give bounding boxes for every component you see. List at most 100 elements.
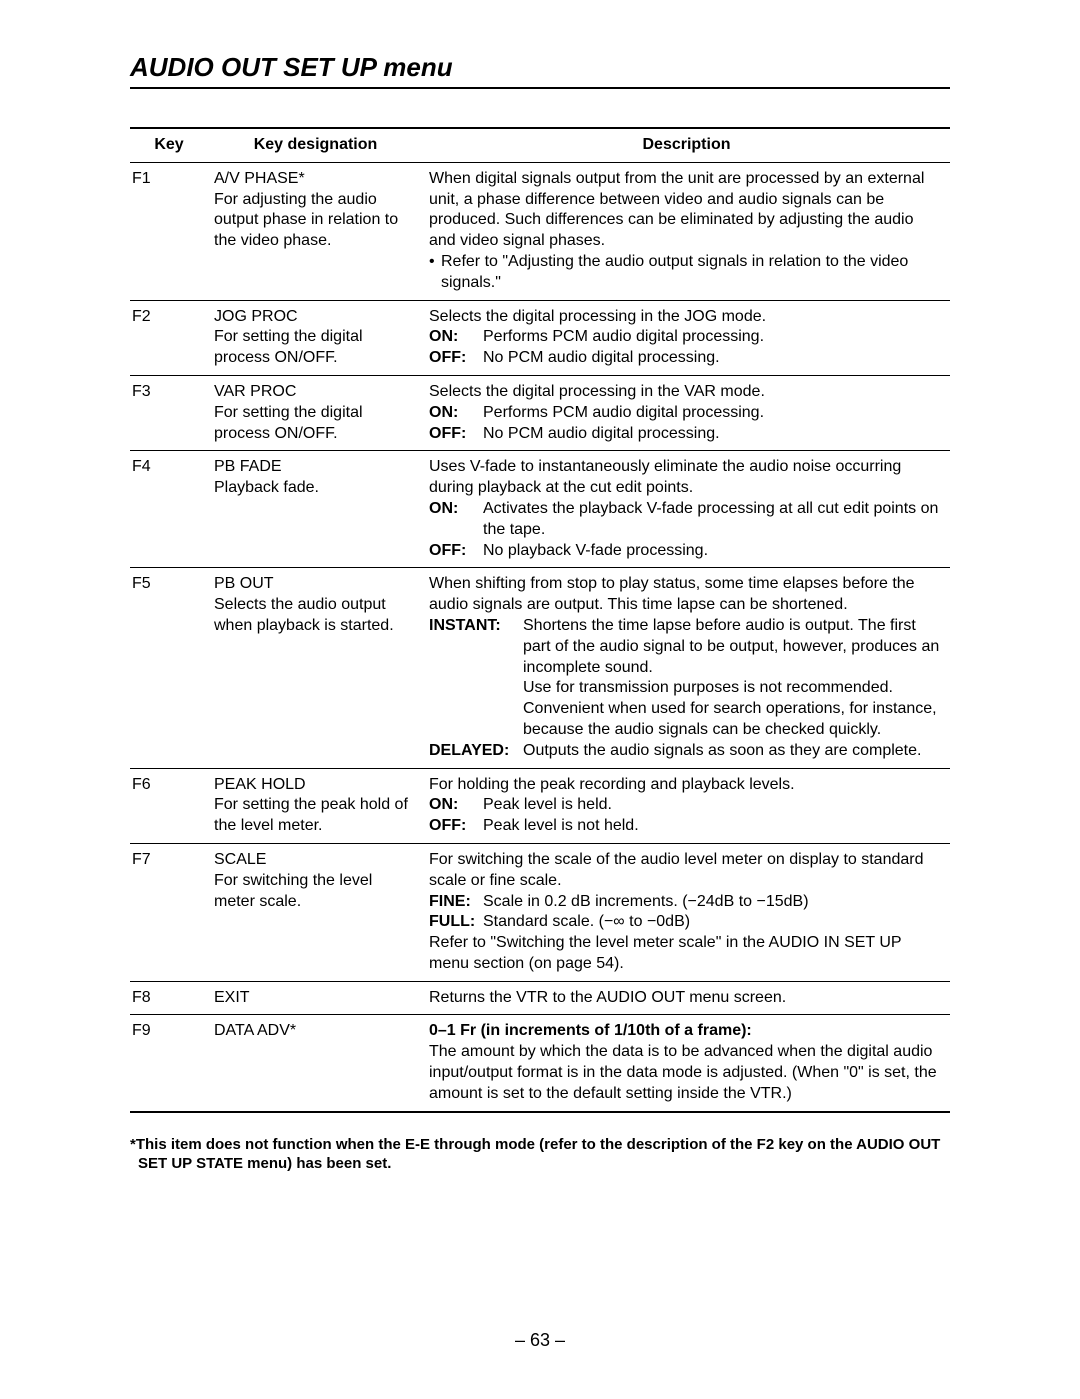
option-text: Peak level is not held. bbox=[483, 816, 944, 837]
designation-term: PB FADE bbox=[214, 457, 417, 478]
cell-description: Returns the VTR to the AUDIO OUT menu sc… bbox=[423, 981, 950, 1015]
table-row: F7SCALEFor switching the level meter sca… bbox=[130, 843, 950, 981]
designation-term: DATA ADV* bbox=[214, 1021, 417, 1042]
option-label: OFF: bbox=[429, 424, 483, 445]
option-text: No PCM audio digital processing. bbox=[483, 424, 944, 445]
page-title: AUDIO OUT SET UP menu bbox=[130, 52, 950, 83]
option-label: OFF: bbox=[429, 816, 483, 837]
cell-designation: PEAK HOLDFor setting the peak hold of th… bbox=[208, 768, 423, 843]
designation-sub: For setting the digital process ON/OFF. bbox=[214, 403, 417, 445]
header-key: Key bbox=[130, 128, 208, 162]
cell-description: Selects the digital processing in the VA… bbox=[423, 375, 950, 450]
description-option: OFF:No playback V-fade processing. bbox=[429, 541, 944, 562]
menu-table: Key Key designation Description F1A/V PH… bbox=[130, 127, 950, 1113]
option-text: Peak level is held. bbox=[483, 795, 944, 816]
option-label: DELAYED: bbox=[429, 741, 523, 762]
table-row: F1A/V PHASE*For adjusting the audio outp… bbox=[130, 162, 950, 300]
cell-description: When shifting from stop to play status, … bbox=[423, 568, 950, 768]
option-label: FINE: bbox=[429, 892, 483, 913]
cell-key: F3 bbox=[130, 375, 208, 450]
option-text: Performs PCM audio digital processing. bbox=[483, 327, 944, 348]
description-text: When digital signals output from the uni… bbox=[429, 169, 944, 252]
option-text: Standard scale. (−∞ to −0dB) bbox=[483, 912, 944, 933]
title-rule bbox=[130, 87, 950, 89]
table-header-row: Key Key designation Description bbox=[130, 128, 950, 162]
option-label: OFF: bbox=[429, 541, 483, 562]
description-text: Returns the VTR to the AUDIO OUT menu sc… bbox=[429, 988, 944, 1009]
designation-sub: Selects the audio output when playback i… bbox=[214, 595, 417, 637]
description-option: OFF:No PCM audio digital processing. bbox=[429, 424, 944, 445]
cell-description: Uses V-fade to instantaneously eliminate… bbox=[423, 451, 950, 568]
description-bullet: •Refer to "Adjusting the audio output si… bbox=[429, 252, 944, 294]
description-option: ON:Peak level is held. bbox=[429, 795, 944, 816]
table-row: F3VAR PROCFor setting the digital proces… bbox=[130, 375, 950, 450]
option-text: Performs PCM audio digital processing. bbox=[483, 403, 944, 424]
bullet-text: Refer to "Adjusting the audio output sig… bbox=[441, 252, 944, 294]
cell-designation: PB OUTSelects the audio output when play… bbox=[208, 568, 423, 768]
header-description: Description bbox=[423, 128, 950, 162]
cell-designation: VAR PROCFor setting the digital process … bbox=[208, 375, 423, 450]
description-text: For holding the peak recording and playb… bbox=[429, 775, 944, 796]
cell-description: For holding the peak recording and playb… bbox=[423, 768, 950, 843]
cell-designation: PB FADEPlayback fade. bbox=[208, 451, 423, 568]
cell-designation: JOG PROCFor setting the digital process … bbox=[208, 300, 423, 375]
cell-designation: DATA ADV* bbox=[208, 1015, 423, 1112]
designation-term: JOG PROC bbox=[214, 307, 417, 328]
designation-term: PB OUT bbox=[214, 574, 417, 595]
option-text: No playback V-fade processing. bbox=[483, 541, 944, 562]
description-text: For switching the scale of the audio lev… bbox=[429, 850, 944, 892]
designation-sub: For switching the level meter scale. bbox=[214, 871, 417, 913]
description-tail: Refer to "Switching the level meter scal… bbox=[429, 933, 944, 975]
cell-key: F4 bbox=[130, 451, 208, 568]
cell-description: 0–1 Fr (in increments of 1/10th of a fra… bbox=[423, 1015, 950, 1112]
description-option: INSTANT:Shortens the time lapse before a… bbox=[429, 616, 944, 741]
option-label: INSTANT: bbox=[429, 616, 523, 741]
cell-description: When digital signals output from the uni… bbox=[423, 162, 950, 300]
cell-key: F7 bbox=[130, 843, 208, 981]
description-text: Selects the digital processing in the JO… bbox=[429, 307, 944, 328]
cell-key: F9 bbox=[130, 1015, 208, 1112]
option-label: FULL: bbox=[429, 912, 483, 933]
option-label: OFF: bbox=[429, 348, 483, 369]
option-label: ON: bbox=[429, 403, 483, 424]
cell-description: For switching the scale of the audio lev… bbox=[423, 843, 950, 981]
description-text: The amount by which the data is to be ad… bbox=[429, 1042, 944, 1104]
cell-key: F8 bbox=[130, 981, 208, 1015]
designation-sub: For adjusting the audio output phase in … bbox=[214, 190, 417, 252]
description-option: ON:Performs PCM audio digital processing… bbox=[429, 403, 944, 424]
option-text: Shortens the time lapse before audio is … bbox=[523, 616, 944, 741]
cell-key: F6 bbox=[130, 768, 208, 843]
option-label: ON: bbox=[429, 795, 483, 816]
cell-key: F5 bbox=[130, 568, 208, 768]
description-option: OFF:Peak level is not held. bbox=[429, 816, 944, 837]
table-row: F9 DATA ADV* 0–1 Fr (in increments of 1/10… bbox=[130, 1015, 950, 1112]
option-text: Activates the playback V-fade processing… bbox=[483, 499, 944, 541]
designation-sub: For setting the peak hold of the level m… bbox=[214, 795, 417, 837]
description-option: FULL:Standard scale. (−∞ to −0dB) bbox=[429, 912, 944, 933]
header-designation: Key designation bbox=[208, 128, 423, 162]
page-number: – 63 – bbox=[0, 1330, 1080, 1351]
cell-key: F2 bbox=[130, 300, 208, 375]
table-row: F2JOG PROCFor setting the digital proces… bbox=[130, 300, 950, 375]
option-label: ON: bbox=[429, 499, 483, 541]
description-text: Selects the digital processing in the VA… bbox=[429, 382, 944, 403]
description-option: DELAYED:Outputs the audio signals as soo… bbox=[429, 741, 944, 762]
designation-term: EXIT bbox=[214, 988, 417, 1009]
designation-term: SCALE bbox=[214, 850, 417, 871]
option-text: No PCM audio digital processing. bbox=[483, 348, 944, 369]
description-text: When shifting from stop to play status, … bbox=[429, 574, 944, 616]
cell-description: Selects the digital processing in the JO… bbox=[423, 300, 950, 375]
cell-designation: SCALEFor switching the level meter scale… bbox=[208, 843, 423, 981]
description-option: ON:Activates the playback V-fade process… bbox=[429, 499, 944, 541]
table-row: F4PB FADEPlayback fade.Uses V-fade to in… bbox=[130, 451, 950, 568]
description-option: ON:Performs PCM audio digital processing… bbox=[429, 327, 944, 348]
option-text: Outputs the audio signals as soon as the… bbox=[523, 741, 944, 762]
description-option: OFF:No PCM audio digital processing. bbox=[429, 348, 944, 369]
table-row: F6PEAK HOLDFor setting the peak hold of … bbox=[130, 768, 950, 843]
designation-sub: For setting the digital process ON/OFF. bbox=[214, 327, 417, 369]
footnote: *This item does not function when the E-… bbox=[130, 1135, 950, 1174]
table-row: F5PB OUTSelects the audio output when pl… bbox=[130, 568, 950, 768]
option-label: ON: bbox=[429, 327, 483, 348]
designation-sub: Playback fade. bbox=[214, 478, 417, 499]
cell-key: F1 bbox=[130, 162, 208, 300]
